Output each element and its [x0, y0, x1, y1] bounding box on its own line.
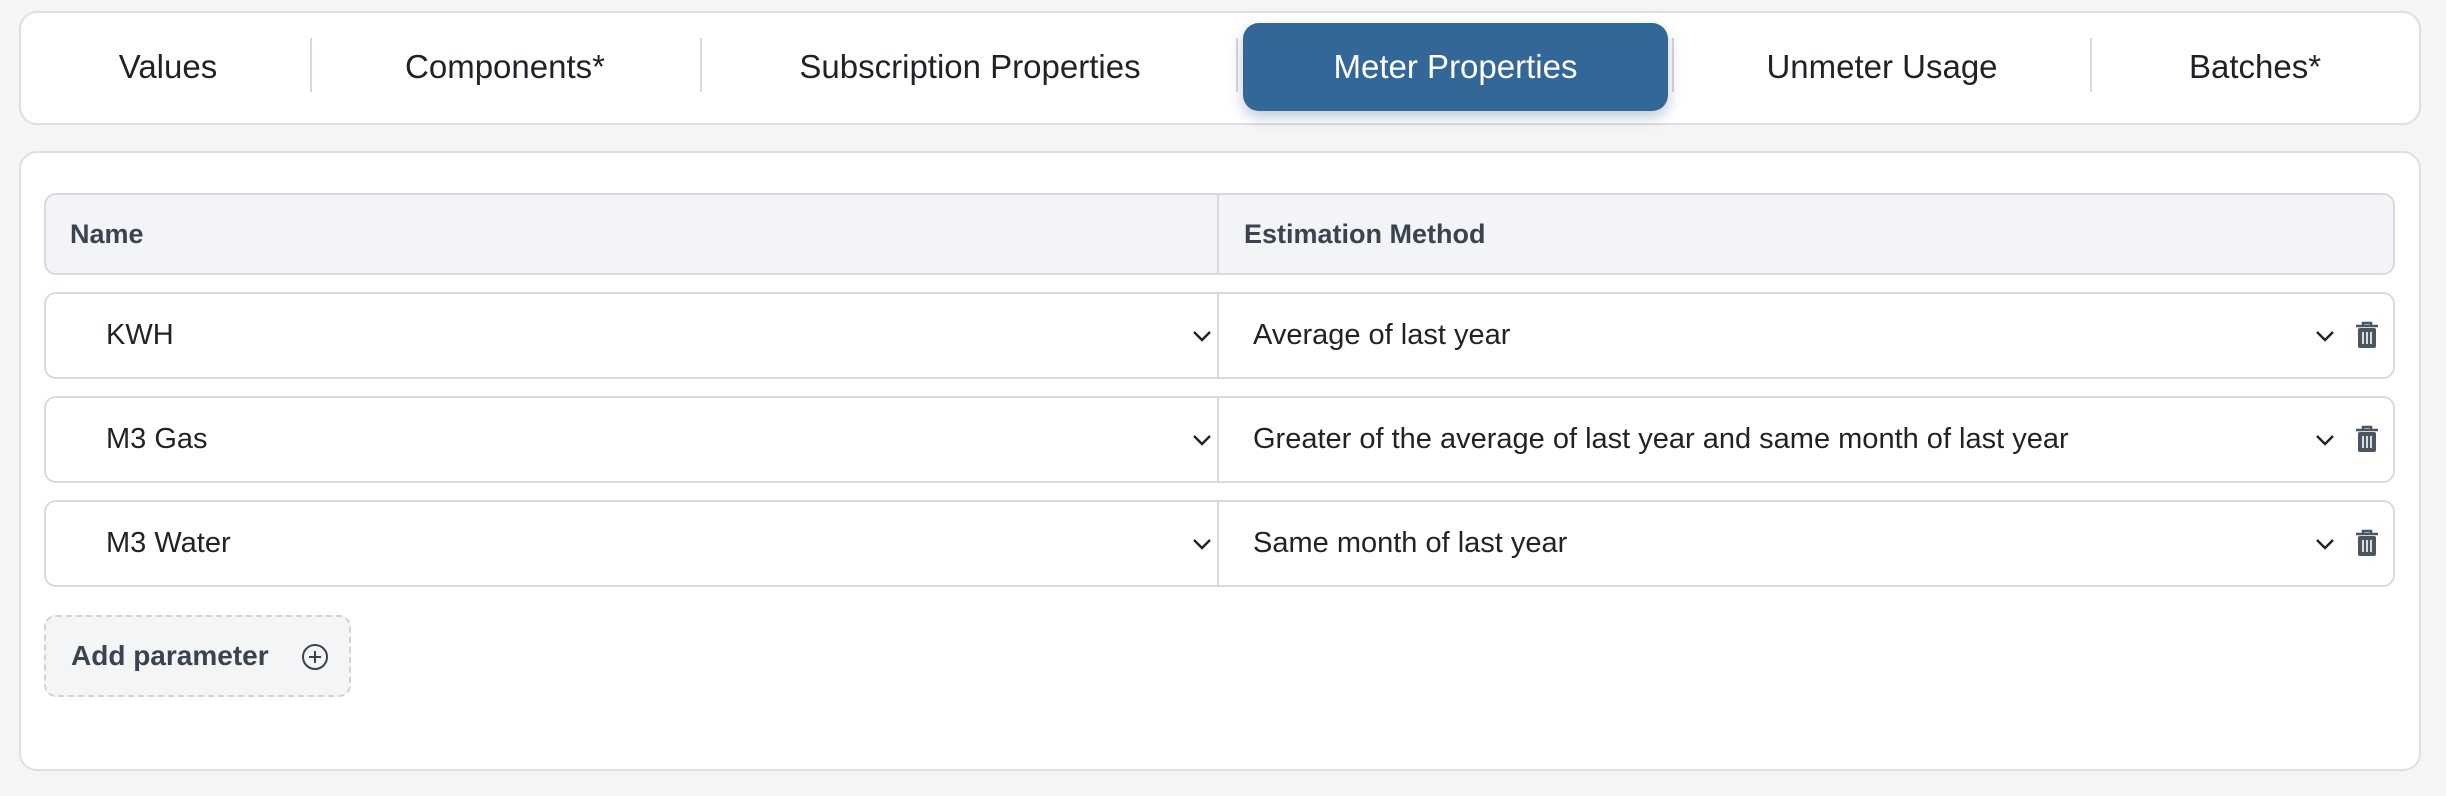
table-header	[44, 193, 2395, 275]
tab-bar	[19, 11, 2421, 125]
name-select[interactable]: KWH	[106, 319, 174, 351]
name-select[interactable]: M3 Gas	[106, 423, 208, 455]
header-cell: Estimation Method	[1244, 218, 1486, 249]
chevron-icon	[1193, 539, 1211, 550]
header-cell: Name	[70, 218, 144, 249]
method-select[interactable]: Greater of the average of last year and …	[1253, 423, 2069, 455]
tab[interactable]: Unmeter Usage	[1766, 48, 1998, 85]
add-parameter-button[interactable]: Add parameter	[44, 615, 351, 697]
divider	[1217, 193, 1219, 275]
separator	[310, 38, 312, 92]
method-select[interactable]: Same month of last year	[1253, 527, 1568, 559]
separator	[1236, 38, 1238, 92]
chevron-icon	[1193, 331, 1211, 342]
trash-icon[interactable]	[2354, 528, 2380, 558]
divider	[1217, 292, 1219, 379]
tab[interactable]: Meter Properties	[1243, 23, 1668, 111]
name-select[interactable]: M3 Water	[106, 527, 231, 559]
trash-icon[interactable]	[2354, 320, 2380, 350]
divider	[1217, 500, 1219, 587]
chevron-icon	[2316, 539, 2334, 550]
chevron-icon	[2316, 435, 2334, 446]
tab[interactable]: Subscription Properties	[799, 48, 1141, 85]
separator	[2090, 38, 2092, 92]
tab[interactable]: Values	[118, 48, 218, 85]
chevron-icon	[2316, 331, 2334, 342]
button-label: Add parameter	[71, 640, 269, 671]
method-select[interactable]: Average of last year	[1253, 319, 1511, 351]
table-row	[44, 396, 2395, 483]
tab[interactable]: Components*	[405, 48, 605, 85]
trash-icon[interactable]	[2354, 424, 2380, 454]
tab[interactable]: Batches*	[2188, 48, 2322, 85]
separator	[1672, 38, 1674, 92]
plus-icon	[302, 644, 328, 670]
chevron-icon	[1193, 435, 1211, 446]
divider	[1217, 396, 1219, 483]
table-row	[44, 292, 2395, 379]
separator	[700, 38, 702, 92]
table-row	[44, 500, 2395, 587]
